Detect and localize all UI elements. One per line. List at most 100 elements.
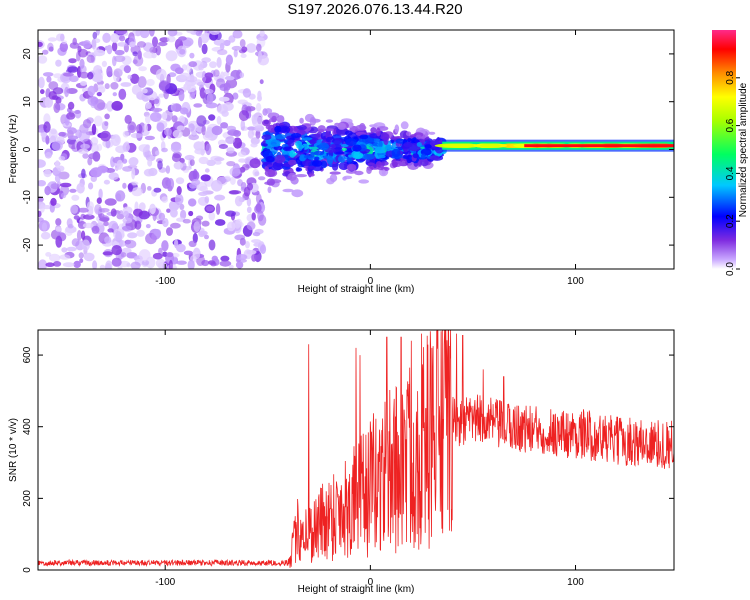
heatmap-cell bbox=[226, 125, 236, 132]
heatmap-cell bbox=[367, 162, 375, 166]
heatmap-cell bbox=[106, 65, 113, 78]
heatmap-cell bbox=[93, 38, 101, 43]
heatmap-cell bbox=[178, 115, 185, 124]
heatmap-cell bbox=[249, 158, 261, 169]
heatmap-cell bbox=[88, 182, 94, 190]
heatmap-cell bbox=[239, 72, 245, 78]
heatmap-cell bbox=[168, 259, 173, 269]
heatmap-cell bbox=[233, 130, 242, 137]
heatmap-cell bbox=[276, 115, 285, 124]
heatmap-cell bbox=[73, 260, 81, 268]
heatmap-cell bbox=[51, 140, 63, 151]
heatmap-cell bbox=[79, 71, 89, 79]
heatmap-cell bbox=[310, 118, 321, 123]
spectrogram-stable-line bbox=[434, 139, 674, 152]
heatmap-cell bbox=[374, 146, 386, 154]
heatmap-cell bbox=[60, 192, 67, 199]
heatmap-cell bbox=[117, 42, 128, 47]
heatmap-cell bbox=[174, 67, 184, 75]
y-tick-label: 0 bbox=[22, 146, 33, 152]
heatmap-cell bbox=[66, 127, 77, 135]
heatmap-cell bbox=[152, 36, 158, 48]
heatmap-cell bbox=[161, 147, 168, 153]
heatmap-cell bbox=[61, 247, 68, 253]
heatmap-cell bbox=[366, 137, 375, 144]
heatmap-cell bbox=[181, 64, 188, 71]
heatmap-cell bbox=[78, 148, 89, 155]
heatmap-cell bbox=[204, 72, 214, 79]
heatmap-cell bbox=[146, 78, 155, 87]
heatmap-cell bbox=[101, 60, 107, 67]
heatmap-cell bbox=[47, 42, 54, 52]
heatmap-cell bbox=[301, 137, 313, 141]
heatmap-cell bbox=[376, 161, 382, 168]
heatmap-cell bbox=[363, 153, 375, 160]
heatmap-cell bbox=[274, 125, 282, 133]
y-tick-label: 600 bbox=[22, 346, 33, 363]
heatmap-cell bbox=[264, 166, 269, 172]
x-tick-label: 0 bbox=[368, 577, 374, 588]
heatmap-cell bbox=[242, 163, 250, 171]
heatmap-cell bbox=[44, 185, 51, 196]
heatmap-cell bbox=[110, 208, 117, 217]
heatmap-cell bbox=[415, 134, 422, 140]
heatmap-cell bbox=[261, 143, 268, 147]
heatmap-cell bbox=[116, 159, 123, 170]
heatmap-cell bbox=[225, 210, 236, 217]
heatmap-cell bbox=[216, 115, 222, 125]
heatmap-cell bbox=[338, 161, 350, 171]
heatmap-cell bbox=[82, 222, 94, 229]
heatmap-cell bbox=[113, 68, 123, 78]
heatmap-cell bbox=[194, 79, 203, 85]
heatmap-cell bbox=[239, 237, 246, 246]
heatmap-cell bbox=[348, 154, 353, 158]
heatmap-cell bbox=[376, 127, 381, 137]
colorbar-tick-label: 0.6 bbox=[725, 118, 736, 132]
heatmap-cell bbox=[152, 252, 163, 260]
heatmap-cell bbox=[179, 48, 186, 55]
heatmap-cell bbox=[42, 49, 49, 55]
heatmap-cell bbox=[179, 107, 189, 115]
heatmap-cell bbox=[225, 54, 233, 66]
heatmap-cell bbox=[147, 158, 153, 167]
heatmap-cell bbox=[53, 261, 62, 267]
heatmap-cell bbox=[64, 226, 74, 236]
heatmap-cell bbox=[247, 126, 256, 131]
heatmap-cell bbox=[38, 159, 46, 168]
heatmap-cell bbox=[186, 30, 194, 34]
heatmap-cell bbox=[227, 221, 236, 232]
heatmap-cell bbox=[385, 144, 392, 152]
heatmap-cell bbox=[145, 224, 151, 229]
heatmap-cell bbox=[204, 88, 214, 94]
heatmap-cell bbox=[230, 176, 236, 185]
x-tick-label: 100 bbox=[567, 276, 584, 287]
heatmap-cell bbox=[127, 74, 132, 80]
heatmap-cell bbox=[233, 49, 238, 58]
heatmap-cell bbox=[209, 30, 221, 35]
heatmap-cell bbox=[358, 179, 370, 184]
heatmap-cell bbox=[54, 160, 60, 169]
heatmap-cell bbox=[282, 188, 294, 193]
heatmap-cell bbox=[70, 204, 79, 214]
heatmap-cell bbox=[259, 79, 264, 85]
heatmap-cell bbox=[94, 115, 103, 127]
colorbar-tick-label: 0.0 bbox=[725, 262, 736, 276]
heatmap-cell bbox=[391, 148, 401, 158]
heatmap-cell bbox=[383, 136, 389, 146]
heatmap-cell bbox=[170, 208, 178, 218]
heatmap-cell bbox=[201, 70, 207, 83]
heatmap-cell bbox=[43, 169, 52, 178]
heatmap-cell bbox=[86, 54, 95, 64]
heatmap-cell bbox=[71, 194, 80, 201]
heatmap-cell bbox=[198, 230, 208, 236]
heatmap-cell bbox=[127, 232, 138, 239]
heatmap-cell bbox=[153, 229, 161, 237]
heatmap-cell bbox=[223, 82, 231, 91]
snr-xlabel: Height of straight line (km) bbox=[298, 584, 415, 595]
heatmap-cell bbox=[99, 264, 106, 269]
heatmap-cell bbox=[351, 150, 360, 159]
heatmap-cell bbox=[208, 260, 216, 265]
heatmap-cell bbox=[69, 188, 77, 193]
heatmap-cell bbox=[145, 102, 152, 109]
heatmap-cell bbox=[192, 232, 198, 244]
